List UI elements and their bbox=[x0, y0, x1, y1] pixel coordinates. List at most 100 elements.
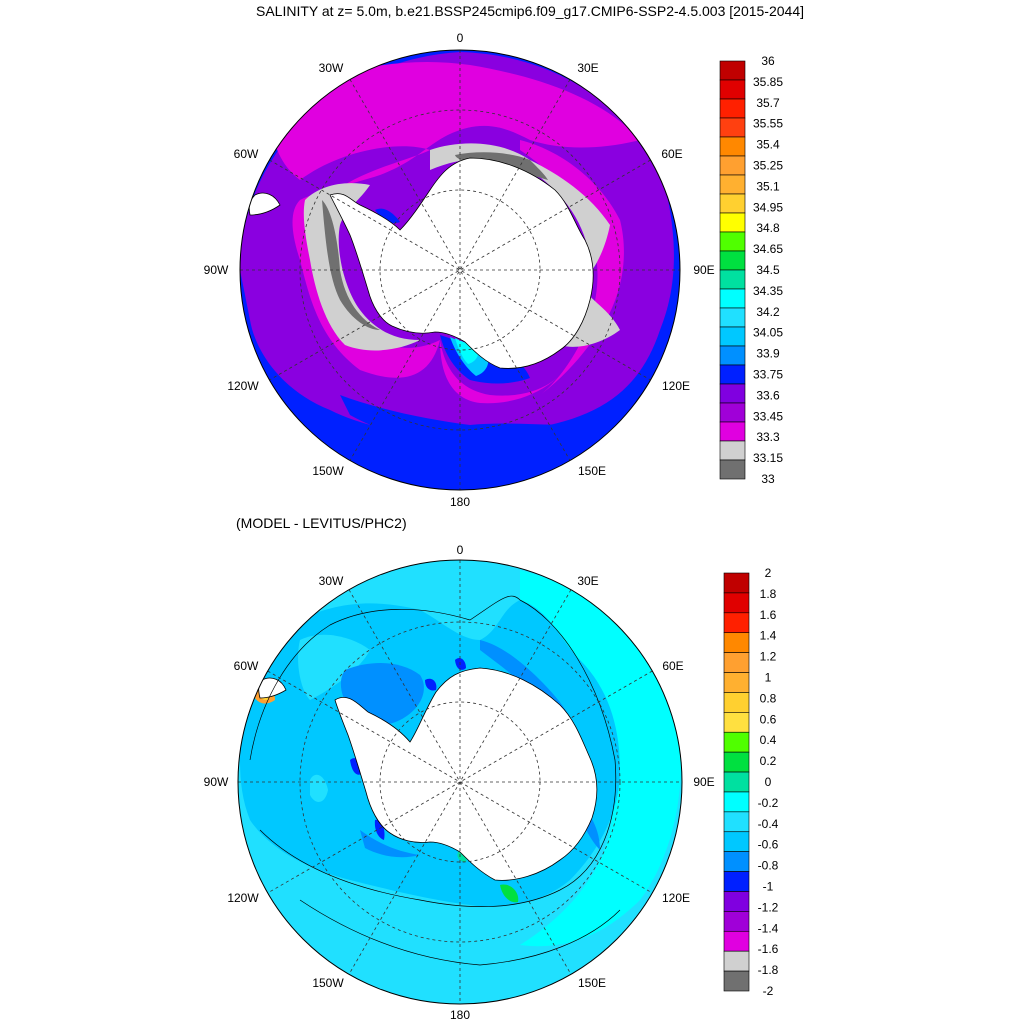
bottom-colorbar-swatch bbox=[723, 572, 750, 594]
top-colorbar-label: 34.05 bbox=[753, 326, 783, 340]
bottom-map bbox=[238, 560, 682, 1004]
bottom-colorbar-swatch bbox=[723, 771, 750, 793]
top-colorbar-label: 33 bbox=[761, 472, 775, 486]
bottom-colorbar-swatch bbox=[723, 891, 750, 912]
top-colorbar-label: 33.45 bbox=[753, 409, 783, 423]
bottom-colorbar-label: 1.4 bbox=[760, 629, 777, 643]
bottom-colorbar-label: -0.4 bbox=[758, 817, 779, 831]
top-colorbar-swatch bbox=[719, 307, 746, 328]
top-colorbar-label: 34.8 bbox=[756, 221, 780, 235]
bottom-colorbar-swatch bbox=[723, 911, 750, 932]
top-colorbar-label: 33.75 bbox=[753, 368, 783, 382]
bottom-colorbar-swatch bbox=[723, 672, 750, 693]
bottom-colorbar-label: -0.8 bbox=[758, 859, 779, 873]
top-colorbar-swatch bbox=[719, 326, 746, 347]
top-colorbar-swatch bbox=[719, 155, 746, 176]
bottom-colorbar-label: 1.2 bbox=[760, 650, 777, 664]
top-colorbar-swatch bbox=[719, 459, 746, 480]
top-lon-30w: 30W bbox=[319, 61, 344, 75]
bottom-colorbar-label: -2 bbox=[763, 984, 774, 998]
bottom-colorbar-swatch bbox=[723, 731, 750, 753]
bottom-colorbar-swatch bbox=[723, 851, 750, 872]
top-colorbar-swatch bbox=[719, 117, 746, 138]
top-colorbar-label: 35.7 bbox=[756, 96, 780, 110]
top-colorbar-swatch bbox=[719, 440, 746, 461]
top-colorbar-label: 34.5 bbox=[756, 263, 780, 277]
top-colorbar-label: 33.3 bbox=[756, 430, 780, 444]
bottom-title: (MODEL - LEVITUS/PHC2) bbox=[236, 515, 407, 531]
bottom-colorbar-swatch bbox=[723, 592, 750, 614]
bottom-colorbar-swatch bbox=[723, 612, 750, 634]
top-lon-60w: 60W bbox=[234, 147, 259, 161]
bottom-colorbar-label: 0.4 bbox=[760, 733, 777, 747]
top-colorbar-swatch bbox=[719, 402, 746, 423]
top-lon-150e: 150E bbox=[578, 464, 606, 478]
top-colorbar-swatch bbox=[719, 421, 746, 442]
bottom-colorbar-label: 1 bbox=[765, 671, 772, 685]
top-colorbar-label: 34.2 bbox=[756, 305, 780, 319]
top-colorbar-label: 36 bbox=[761, 54, 775, 68]
top-colorbar-label: 35.55 bbox=[753, 117, 783, 131]
top-colorbar-swatch bbox=[719, 288, 746, 309]
top-lon-120e: 120E bbox=[662, 379, 690, 393]
top-colorbar-swatch bbox=[719, 364, 746, 385]
bottom-colorbar-label: 0.2 bbox=[760, 754, 777, 768]
bottom-colorbar-label: -0.6 bbox=[758, 838, 779, 852]
bottom-lon-60w: 60W bbox=[234, 659, 259, 673]
bottom-colorbar-label: 1.8 bbox=[760, 587, 777, 601]
top-lon-90w: 90W bbox=[204, 263, 229, 277]
bottom-colorbar-label: -0.2 bbox=[758, 796, 779, 810]
bottom-colorbar-swatch bbox=[723, 831, 750, 852]
top-lon-180: 180 bbox=[450, 495, 470, 509]
top-lon-60e: 60E bbox=[661, 147, 682, 161]
bottom-lon-0: 0 bbox=[457, 543, 464, 557]
top-colorbar-label: 33.9 bbox=[756, 347, 780, 361]
bottom-colorbar-swatch bbox=[723, 950, 750, 972]
bottom-colorbar-swatch bbox=[723, 871, 750, 892]
bottom-lon-30w: 30W bbox=[319, 574, 344, 588]
top-colorbar-swatch bbox=[719, 212, 746, 233]
top-colorbar-label: 33.15 bbox=[753, 451, 783, 465]
top-colorbar-swatch bbox=[719, 193, 746, 214]
top-colorbar-swatch bbox=[719, 250, 746, 271]
bottom-colorbar-swatch bbox=[723, 811, 750, 833]
bottom-colorbar-label: -1.4 bbox=[758, 921, 779, 935]
bottom-lon-90e: 90E bbox=[693, 775, 714, 789]
bottom-lon-120e: 120E bbox=[662, 891, 690, 905]
top-panel: SALINITY at z= 5.0m, b.e21.BSSP245cmip6.… bbox=[204, 3, 804, 509]
top-colorbar-swatch bbox=[719, 60, 746, 81]
bottom-colorbar-swatch bbox=[723, 791, 750, 813]
top-colorbar-swatch bbox=[719, 174, 746, 195]
top-colorbar-label: 35.1 bbox=[756, 179, 780, 193]
bottom-lon-150e: 150E bbox=[578, 976, 606, 990]
bottom-colorbar-label: 2 bbox=[765, 566, 772, 580]
bottom-colorbar-label: 0.6 bbox=[760, 712, 777, 726]
top-colorbar-swatch bbox=[719, 136, 746, 157]
top-colorbar-swatch bbox=[719, 383, 746, 404]
top-colorbar-swatch bbox=[719, 345, 746, 366]
bottom-colorbar-swatch bbox=[723, 970, 750, 992]
bottom-colorbar-swatch bbox=[723, 632, 750, 653]
top-colorbar-swatch bbox=[719, 79, 746, 100]
bottom-panel: (MODEL - LEVITUS/PHC2) bbox=[204, 515, 779, 1022]
bottom-colorbar-label: 1.6 bbox=[760, 608, 777, 622]
bottom-lon-30e: 30E bbox=[577, 574, 598, 588]
bottom-lon-180: 180 bbox=[450, 1008, 470, 1022]
top-colorbar-label: 33.6 bbox=[756, 388, 780, 402]
top-colorbar-label: 35.25 bbox=[753, 159, 783, 173]
top-colorbar-swatch bbox=[719, 98, 746, 119]
bottom-lon-150w: 150W bbox=[312, 976, 344, 990]
bottom-colorbar-swatch bbox=[723, 751, 750, 773]
bottom-colorbar: 2 1.8 1.6 1.4 1.2 1 0.8 0.6 0.4 0.2 0 -0.2 -0.4 -0.6 -… bbox=[723, 566, 779, 998]
top-colorbar-label: 35.4 bbox=[756, 138, 780, 152]
top-colorbar-label: 34.95 bbox=[753, 200, 783, 214]
bottom-colorbar-label: -1.8 bbox=[758, 963, 779, 977]
bottom-colorbar-swatch bbox=[723, 652, 750, 673]
top-map bbox=[240, 50, 680, 490]
top-colorbar-swatch bbox=[719, 231, 746, 252]
top-title: SALINITY at z= 5.0m, b.e21.BSSP245cmip6.… bbox=[256, 3, 804, 19]
top-colorbar-label: 34.65 bbox=[753, 242, 783, 256]
top-lon-30e: 30E bbox=[577, 61, 598, 75]
bottom-colorbar-label: -1 bbox=[763, 880, 774, 894]
